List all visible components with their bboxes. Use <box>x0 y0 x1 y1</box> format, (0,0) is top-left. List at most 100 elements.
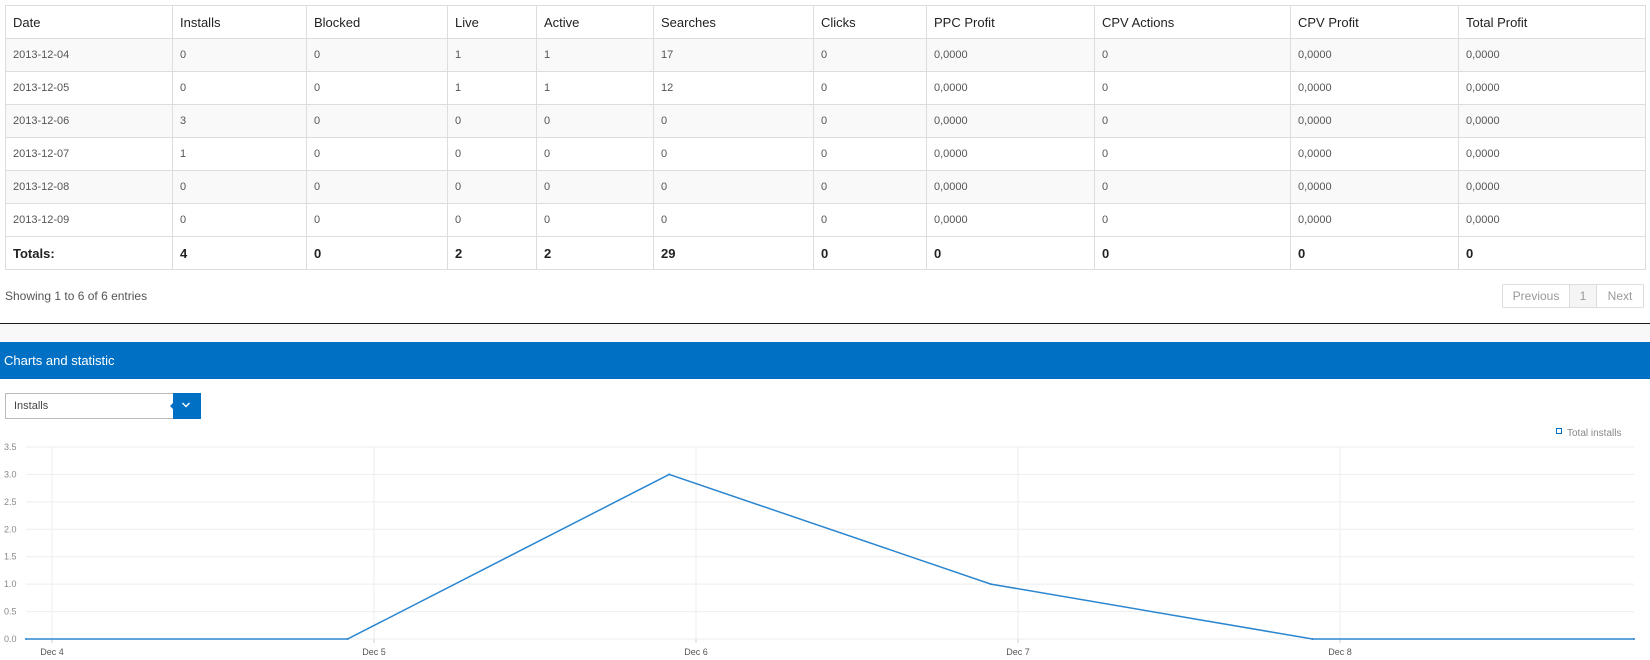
table-cell: 0 <box>306 104 448 138</box>
table-cell: 0 <box>172 71 307 105</box>
column-header[interactable]: CPV Actions <box>1094 5 1291 39</box>
column-header[interactable]: Active <box>536 5 654 39</box>
table-cell: 2013-12-07 <box>5 137 173 171</box>
column-header[interactable]: Installs <box>172 5 307 39</box>
chart-legend: Total installs <box>1556 428 1621 439</box>
table-cell: 0 <box>1094 71 1291 105</box>
table-cell: 0,0000 <box>1290 203 1459 237</box>
entries-info: Showing 1 to 6 of 6 entries <box>5 289 148 303</box>
table-cell: 0,0000 <box>1458 71 1646 105</box>
page-1-button[interactable]: 1 <box>1569 284 1597 308</box>
column-header[interactable]: CPV Profit <box>1290 5 1459 39</box>
table-cell: 0 <box>813 203 927 237</box>
table-cell: 0,0000 <box>1458 38 1646 72</box>
metric-dropdown-button[interactable] <box>173 393 201 419</box>
table-cell: 1 <box>447 71 537 105</box>
table-cell: 0 <box>306 38 448 72</box>
table-row: 2013-12-04 0 0 1 1 17 0 0,0000 0 0,0000 0,0000 <box>5 38 1646 72</box>
table-cell: 0 <box>172 38 307 72</box>
column-header[interactable]: Live <box>447 5 537 39</box>
column-header[interactable]: Clicks <box>813 5 927 39</box>
metric-select[interactable]: Installs <box>5 393 201 419</box>
table-cell: 0 <box>536 203 654 237</box>
table-cell: 12 <box>653 71 814 105</box>
table-cell: 0,0000 <box>926 203 1095 237</box>
select-notch <box>170 402 174 410</box>
table-cell: 0,0000 <box>1290 71 1459 105</box>
table-cell: 0,0000 <box>926 71 1095 105</box>
table-cell: 0 <box>1094 137 1291 171</box>
table-cell: 2013-12-08 <box>5 170 173 204</box>
table-cell: 0,0000 <box>926 170 1095 204</box>
table-cell: 0 <box>172 170 307 204</box>
total-cell: 0 <box>1458 236 1646 270</box>
column-header[interactable]: PPC Profit <box>926 5 1095 39</box>
total-cell: 2 <box>447 236 537 270</box>
table-cell: 2013-12-04 <box>5 38 173 72</box>
x-tick-label: Dec 6 <box>684 647 708 657</box>
table-row: 2013-12-07 1 0 0 0 0 0 0,0000 0 0,0000 0,0000 <box>5 137 1646 171</box>
legend-label: Total installs <box>1567 428 1622 439</box>
y-tick-label: 0.5 <box>4 607 17 617</box>
data-point <box>1311 638 1314 640</box>
chevron-down-icon <box>182 402 190 408</box>
y-tick-label: 3.0 <box>4 469 17 479</box>
table-row: 2013-12-05 0 0 1 1 12 0 0,0000 0 0,0000 0,0000 <box>5 71 1646 105</box>
y-tick-label: 3.5 <box>4 442 17 452</box>
column-header[interactable]: Searches <box>653 5 814 39</box>
x-tick-label: Dec 5 <box>362 647 386 657</box>
table-cell: 0 <box>536 170 654 204</box>
table-row: 2013-12-06 3 0 0 0 0 0 0,0000 0 0,0000 0,0000 <box>5 104 1646 138</box>
total-cell: 0 <box>813 236 927 270</box>
table-cell: 0 <box>1094 104 1291 138</box>
table-cell: 0 <box>813 71 927 105</box>
total-cell: 0 <box>926 236 1095 270</box>
table-cell: 0 <box>1094 170 1291 204</box>
table-cell: 0,0000 <box>1458 170 1646 204</box>
section-spacer <box>0 324 1650 342</box>
previous-button[interactable]: Previous <box>1502 284 1570 308</box>
section-divider <box>0 323 1650 324</box>
table-row: 2013-12-09 0 0 0 0 0 0 0,0000 0 0,0000 0,0000 <box>5 203 1646 237</box>
table-cell: 17 <box>653 38 814 72</box>
table-cell: 0 <box>447 104 537 138</box>
pagination: Previous 1 Next <box>1502 284 1644 308</box>
table-cell: 1 <box>447 38 537 72</box>
table-cell: 0 <box>536 104 654 138</box>
table-cell: 0,0000 <box>926 38 1095 72</box>
legend-swatch <box>1556 428 1562 435</box>
totals-label: Totals: <box>5 236 173 270</box>
column-header[interactable]: Total Profit <box>1458 5 1646 39</box>
y-tick-label: 1.0 <box>4 579 17 589</box>
table-cell: 0 <box>653 203 814 237</box>
table-cell: 0,0000 <box>1458 203 1646 237</box>
column-header[interactable]: Blocked <box>306 5 448 39</box>
total-cell: 4 <box>172 236 307 270</box>
column-header[interactable]: Date <box>5 5 173 39</box>
statistics-table: Date Installs Blocked Live Active Searches Cli… <box>5 5 1646 270</box>
table-cell: 0 <box>172 203 307 237</box>
next-button[interactable]: Next <box>1596 284 1644 308</box>
table-cell: 0,0000 <box>926 137 1095 171</box>
section-title: Charts and statistic <box>4 353 115 368</box>
x-tick-label: Dec 8 <box>1328 647 1352 657</box>
table-header-row: Date Installs Blocked Live Active Searches Cli… <box>5 5 1646 39</box>
table-cell: 0 <box>447 203 537 237</box>
metric-select-value: Installs <box>14 400 49 412</box>
table-cell: 1 <box>172 137 307 171</box>
series-line-total-installs <box>26 473 1634 640</box>
table-cell: 2013-12-06 <box>5 104 173 138</box>
total-cell: 29 <box>653 236 814 270</box>
x-tick-label: Dec 4 <box>40 647 64 657</box>
table-cell: 0 <box>653 137 814 171</box>
table-cell: 0 <box>653 170 814 204</box>
table-cell: 0 <box>306 170 448 204</box>
total-cell: 0 <box>1290 236 1459 270</box>
y-tick-label: 1.5 <box>4 552 17 562</box>
table-cell: 2013-12-09 <box>5 203 173 237</box>
total-cell: 0 <box>306 236 448 270</box>
totals-row: Totals: 4 0 2 2 29 0 0 0 0 0 <box>5 236 1646 270</box>
table-cell: 0 <box>447 137 537 171</box>
x-tick-label: Dec 7 <box>1006 647 1030 657</box>
table-cell: 0 <box>653 104 814 138</box>
